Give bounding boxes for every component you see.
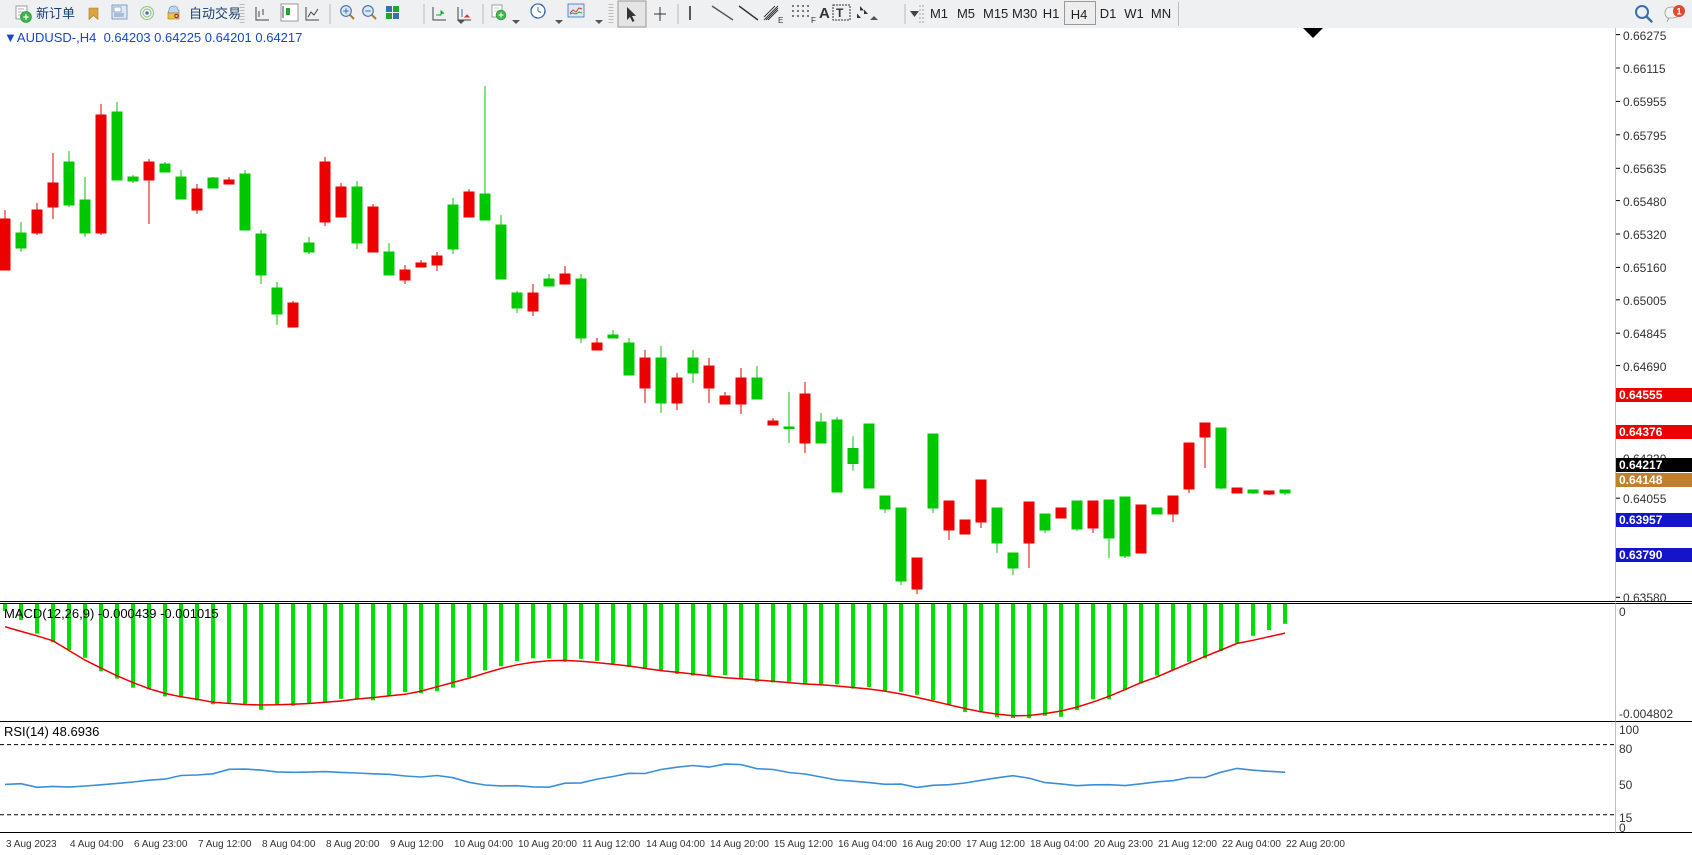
svg-text:E: E [778, 16, 783, 25]
svg-text:A: A [819, 5, 830, 22]
svg-text:1: 1 [1676, 7, 1681, 17]
svg-text:新订单: 新订单 [36, 6, 75, 21]
svg-text:T: T [836, 6, 844, 20]
svg-text:自动交易: 自动交易 [189, 6, 241, 21]
svg-text:F: F [811, 16, 816, 25]
